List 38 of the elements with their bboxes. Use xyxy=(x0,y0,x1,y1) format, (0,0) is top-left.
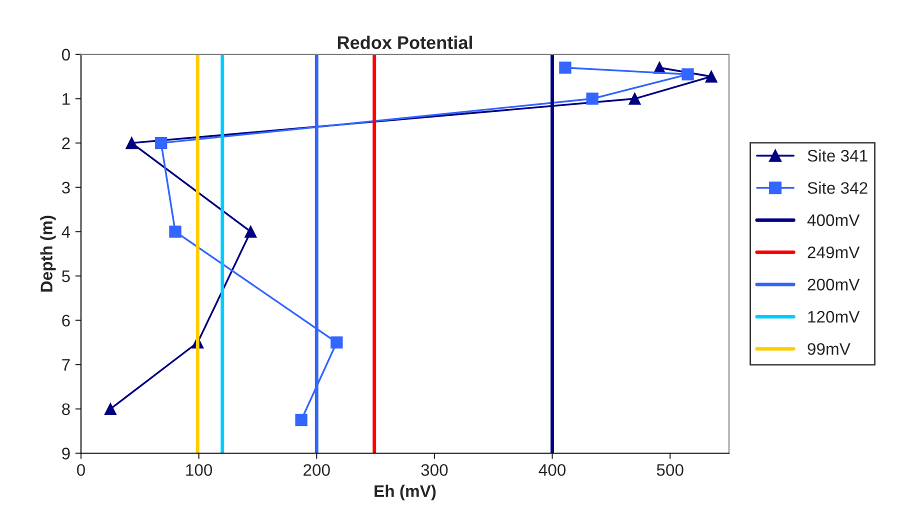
point xyxy=(682,68,694,80)
x-tick-label: 100 xyxy=(186,464,212,476)
legend-label: 120mV xyxy=(808,310,860,323)
x-tick-label: 200 xyxy=(304,464,330,476)
legend-label: Site 341 xyxy=(808,149,868,162)
x-tick-label: 300 xyxy=(421,464,448,476)
y-tick-label: 3 xyxy=(62,182,70,194)
x-tick-label: 500 xyxy=(656,464,684,476)
y-tick-label: 4 xyxy=(62,226,70,238)
legend-label: Site 342 xyxy=(808,182,868,194)
point xyxy=(169,226,182,238)
point xyxy=(244,226,257,238)
y-axis-title: Depth (m) xyxy=(40,216,56,292)
point xyxy=(295,414,308,426)
x-tick-label: 400 xyxy=(538,464,566,476)
chart-title: Redox Potential xyxy=(338,36,472,50)
point xyxy=(628,92,641,105)
point xyxy=(559,62,572,74)
point xyxy=(126,136,138,150)
point xyxy=(586,92,598,105)
point xyxy=(104,402,117,416)
y-tick-label: 5 xyxy=(62,270,70,282)
y-tick-label: 1 xyxy=(62,93,70,105)
point xyxy=(155,136,168,150)
y-tick-label: 9 xyxy=(62,448,70,460)
legend-label: 99mV xyxy=(808,343,850,355)
legend-label: 400mV xyxy=(807,214,860,226)
y-tick-label: 7 xyxy=(62,359,70,371)
y-tick-label: 6 xyxy=(62,314,70,326)
point xyxy=(330,336,343,349)
y-tick-label: 8 xyxy=(62,403,70,416)
point xyxy=(705,70,718,83)
legend-label: 249mV xyxy=(808,246,860,258)
x-axis-title: Eh (mV) xyxy=(374,484,436,500)
y-tick-label: 2 xyxy=(62,137,70,150)
x-tick-label: 0 xyxy=(77,464,85,476)
legend-label: 200mV xyxy=(808,278,860,290)
y-tick-label: 0 xyxy=(62,48,70,61)
